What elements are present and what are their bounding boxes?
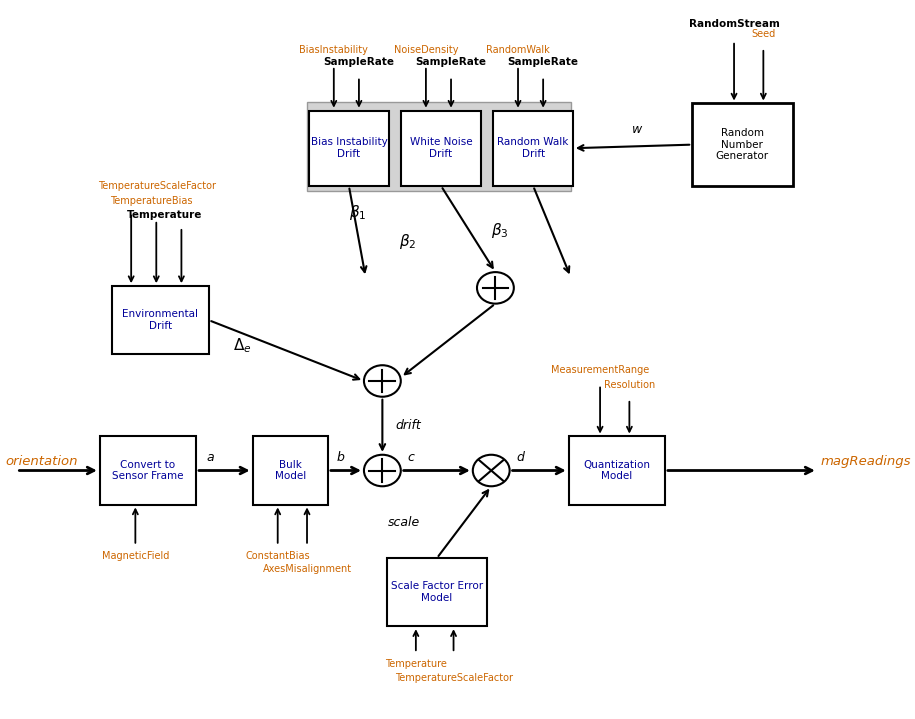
Text: Temperature: Temperature [385,659,447,669]
Text: $\beta_1$: $\beta_1$ [349,203,366,222]
Bar [307,101,571,191]
Text: b: b [337,451,344,464]
Text: a: a [206,451,214,464]
Text: magReadings: magReadings [820,455,910,468]
Bar [401,111,480,186]
Text: $\beta_2$: $\beta_2$ [399,232,416,251]
Text: RandomStream: RandomStream [689,19,780,29]
Bar [100,436,196,505]
Text: NoiseDensity: NoiseDensity [393,45,458,55]
Text: TemperatureBias: TemperatureBias [110,196,193,206]
Text: Convert to
Sensor Frame: Convert to Sensor Frame [113,459,184,481]
Text: AxesMisalignment: AxesMisalignment [263,564,351,574]
Text: Seed: Seed [751,29,776,39]
Bar [309,111,389,186]
Circle shape [364,454,401,486]
Text: Environmental
Drift: Environmental Drift [123,309,199,331]
Text: Scale Factor Error
Model: Scale Factor Error Model [391,582,483,603]
Circle shape [364,365,401,397]
Text: drift: drift [395,419,421,432]
Text: TemperatureScaleFactor: TemperatureScaleFactor [394,673,512,683]
Text: Bias Instability
Drift: Bias Instability Drift [310,137,387,159]
Text: ConstantBias: ConstantBias [245,551,310,562]
Text: White Noise
Drift: White Noise Drift [410,137,472,159]
Text: SampleRate: SampleRate [323,58,394,68]
Text: Bulk
Model: Bulk Model [274,459,306,481]
Text: TemperatureScaleFactor: TemperatureScaleFactor [98,181,216,191]
Bar [253,436,328,505]
Text: Random
Number
Generator: Random Number Generator [716,128,769,161]
Text: scale: scale [388,516,420,528]
Circle shape [477,272,514,303]
Bar [386,558,487,626]
Text: $\beta_3$: $\beta_3$ [490,221,509,240]
Circle shape [473,454,510,486]
Text: Temperature: Temperature [127,210,202,220]
Text: BiasInstability: BiasInstability [299,45,368,55]
Text: orientation: orientation [5,455,78,468]
Text: c: c [407,451,414,464]
Text: Quantization
Model: Quantization Model [584,459,651,481]
Bar [692,104,792,186]
Text: d: d [516,451,524,464]
Bar [569,436,665,505]
Text: Random Walk
Drift: Random Walk Drift [498,137,569,159]
Text: w: w [631,123,641,136]
Text: SampleRate: SampleRate [415,58,487,68]
Text: Resolution: Resolution [604,380,655,390]
Text: RandomWalk: RandomWalk [486,45,550,55]
Bar [493,111,573,186]
Text: MagneticField: MagneticField [102,551,169,562]
Bar [113,286,209,354]
Text: $\Delta_e$: $\Delta_e$ [232,336,252,354]
Text: MeasurementRange: MeasurementRange [551,365,650,375]
Text: SampleRate: SampleRate [508,58,578,68]
